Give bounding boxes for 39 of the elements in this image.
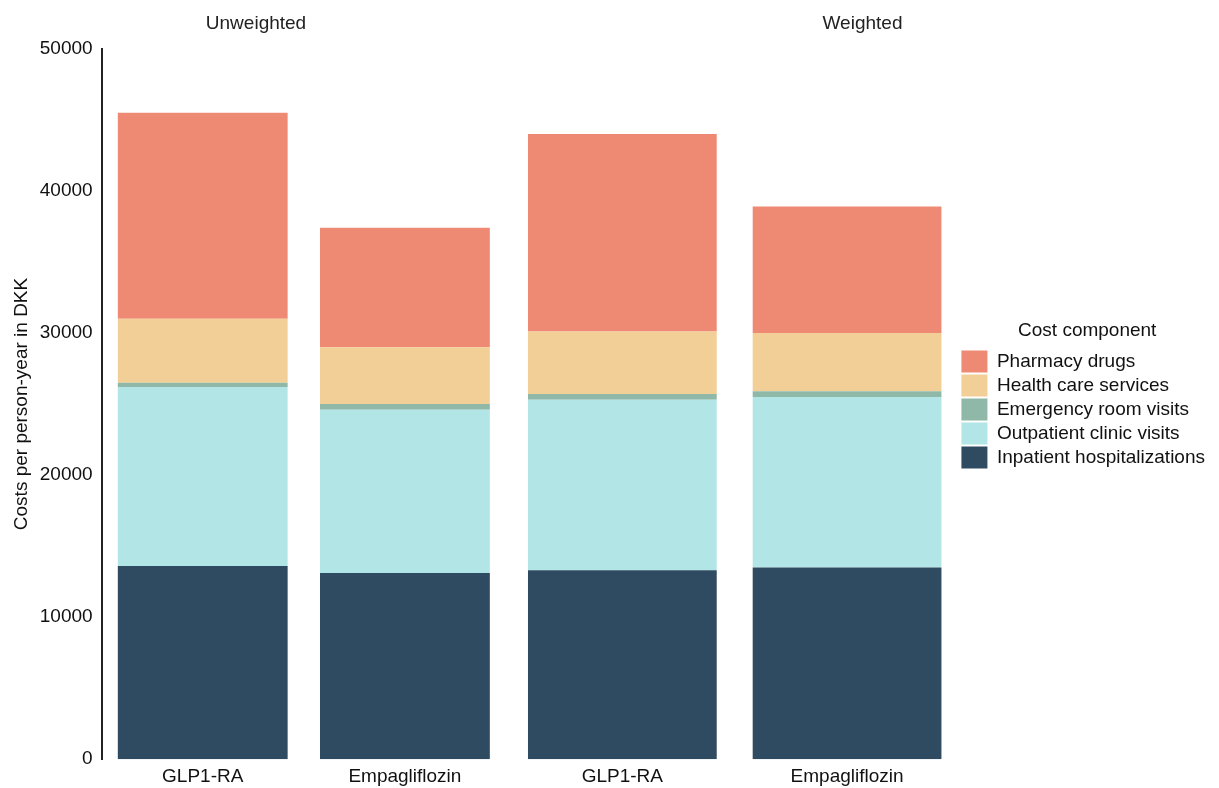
legend-label: Health care services <box>996 373 1170 395</box>
bar <box>752 206 942 333</box>
bar <box>319 404 490 410</box>
bar <box>527 570 717 760</box>
bar <box>752 391 942 397</box>
x-tick-label: Empagliflozin <box>348 764 462 786</box>
legend-label: Emergency room visits <box>996 397 1190 419</box>
y-tick-label: 0 <box>82 747 93 769</box>
x-tick-label: GLP1-RA <box>162 764 244 786</box>
bar <box>319 347 490 404</box>
bar <box>319 227 490 348</box>
y-tick-label: 50000 <box>39 37 93 59</box>
bar <box>117 318 288 383</box>
bar <box>117 386 288 566</box>
legend-title: Cost component <box>1018 319 1158 341</box>
bar <box>527 134 717 332</box>
y-tick-label: 10000 <box>39 605 93 627</box>
bar <box>117 565 288 760</box>
bar <box>752 567 942 760</box>
chart-title: Unweighted <box>205 11 307 33</box>
y-axis-title: Costs per person-year in DKK <box>9 277 31 531</box>
legend-label: Inpatient hospitalizations <box>996 445 1206 467</box>
bar <box>319 409 490 574</box>
y-tick-label: 30000 <box>39 321 93 343</box>
y-tick-label: 40000 <box>39 179 93 201</box>
bar <box>752 396 942 568</box>
bar <box>117 382 288 387</box>
bar <box>527 394 717 400</box>
bar <box>117 112 288 319</box>
x-tick-label: Empagliflozin <box>790 764 904 786</box>
bar <box>527 331 717 395</box>
x-tick-label: GLP1-RA <box>581 764 664 786</box>
bar <box>752 332 942 392</box>
y-tick-label: 20000 <box>39 463 93 485</box>
bar <box>527 399 717 571</box>
legend-label: Outpatient clinic visits <box>996 421 1180 443</box>
chart-title: Weighted <box>822 11 903 33</box>
bar <box>319 573 490 760</box>
legend-label: Pharmacy drugs <box>996 349 1136 371</box>
